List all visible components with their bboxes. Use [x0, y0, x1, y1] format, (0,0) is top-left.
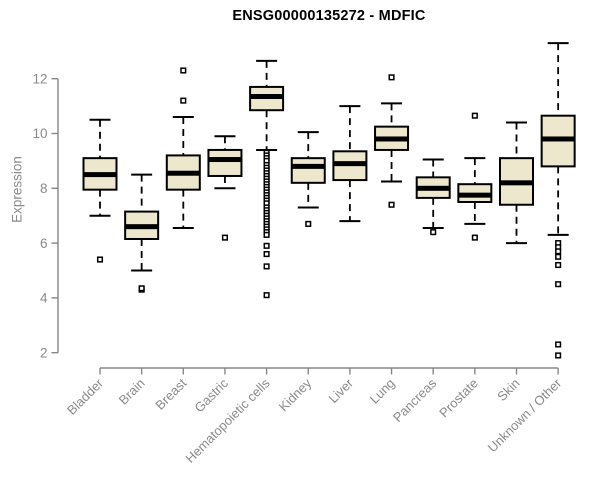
- outlier-point-unknown-other: [555, 248, 562, 255]
- x-tick-label-kidney: Kidney: [276, 375, 315, 414]
- outlier-point-hematopoietic-cells: [263, 251, 270, 258]
- x-tick-label-breast: Breast: [152, 375, 189, 412]
- outlier-point-unknown-other: [555, 253, 562, 260]
- y-tick-label: 8: [40, 181, 48, 196]
- median-line-pancreas: [416, 185, 450, 191]
- outlier-point-hematopoietic-cells: [263, 242, 270, 249]
- median-line-kidney: [291, 163, 325, 169]
- median-line-unknown-other: [541, 136, 575, 142]
- x-tick-label-prostate: Prostate: [436, 376, 481, 421]
- box-gastric: [207, 148, 243, 177]
- y-tick-label: 4: [40, 291, 48, 306]
- median-line-hematopoietic-cells: [250, 94, 284, 100]
- x-tick-label-brain: Brain: [116, 376, 148, 408]
- x-tick-label-unknown-other: Unknown / Other: [485, 375, 565, 455]
- median-line-gastric: [208, 157, 242, 163]
- median-line-brain: [125, 224, 159, 230]
- outlier-point-hematopoietic-cells: [263, 231, 270, 238]
- outlier-point-prostate: [471, 112, 478, 119]
- outlier-point-unknown-other: [555, 352, 562, 359]
- outlier-point-lung: [388, 74, 395, 81]
- outlier-point-hematopoietic-cells: [263, 292, 270, 299]
- outlier-point-hematopoietic-cells: [263, 263, 270, 270]
- x-tick-label-gastric: Gastric: [191, 375, 231, 415]
- outlier-point-breast: [180, 97, 187, 104]
- y-tick-label: 2: [40, 345, 48, 360]
- box-kidney: [290, 157, 326, 184]
- outlier-point-gastric: [221, 234, 228, 241]
- x-tick-label-skin: Skin: [494, 376, 522, 404]
- x-tick-label-pancreas: Pancreas: [390, 375, 440, 425]
- median-line-lung: [375, 136, 409, 142]
- outlier-point-bladder: [96, 256, 104, 263]
- x-tick-label-lung: Lung: [367, 376, 398, 407]
- x-tick-label-bladder: Bladder: [64, 375, 107, 418]
- chart-title: ENSG00000135272 - MDFIC: [232, 8, 426, 24]
- median-line-liver: [333, 161, 367, 167]
- y-tick-label: 6: [40, 236, 48, 251]
- outlier-point-pancreas: [430, 229, 437, 236]
- median-line-breast: [166, 170, 200, 176]
- median-line-skin: [500, 180, 533, 186]
- y-tick-label: 12: [32, 71, 47, 86]
- y-tick-label: 10: [32, 126, 47, 141]
- outlier-point-lung: [388, 201, 395, 208]
- outlier-point-unknown-other: [555, 341, 562, 348]
- outlier-point-unknown-other: [555, 261, 562, 269]
- median-line-bladder: [83, 172, 117, 178]
- outlier-point-prostate: [471, 234, 478, 241]
- median-line-prostate: [458, 192, 492, 198]
- outlier-point-kidney: [305, 220, 312, 227]
- outlier-point-breast: [180, 67, 187, 74]
- x-tick-label-liver: Liver: [325, 375, 356, 406]
- outlier-point-brain: [138, 285, 145, 292]
- outlier-point-unknown-other: [555, 281, 562, 288]
